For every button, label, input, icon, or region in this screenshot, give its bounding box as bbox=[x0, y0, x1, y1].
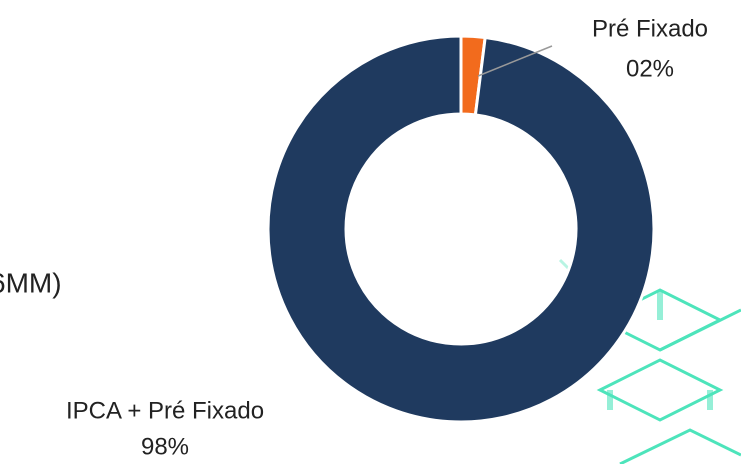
annotation: 6MM) bbox=[0, 267, 62, 298]
value-label: 02% bbox=[626, 55, 674, 82]
slice-label: Pré Fixado bbox=[592, 15, 708, 42]
slice-label: IPCA + Pré Fixado bbox=[66, 397, 264, 424]
value-label: 98% bbox=[141, 433, 189, 460]
leader-line bbox=[477, 45, 553, 77]
slice bbox=[266, 34, 656, 424]
decoration bbox=[558, 258, 741, 464]
